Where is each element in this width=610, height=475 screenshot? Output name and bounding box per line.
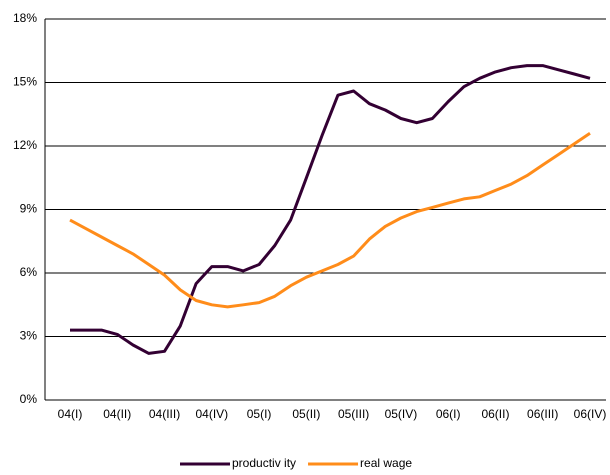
x-tick-label: 04(I) (58, 407, 83, 421)
legend-label: real wage (360, 456, 412, 470)
y-tick-label: 3% (20, 329, 38, 343)
x-tick-label: 04(III) (149, 407, 180, 421)
x-tick-label: 04(IV) (195, 407, 228, 421)
y-tick-label: 6% (20, 265, 38, 279)
series-line (69, 132, 591, 309)
y-tick-label: 15% (13, 75, 37, 89)
x-tick-label: 06(III) (527, 407, 558, 421)
y-tick-label: 18% (13, 11, 37, 25)
x-tick-label: 05(II) (292, 407, 320, 421)
x-tick-label: 06(I) (436, 407, 461, 421)
x-tick-label: 05(I) (247, 407, 272, 421)
legend-label: productiv ity (232, 456, 296, 470)
x-tick-label: 05(III) (338, 407, 369, 421)
y-tick-label: 9% (20, 202, 38, 216)
x-tick-label: 06(II) (481, 407, 509, 421)
series-line (70, 64, 591, 355)
x-tick-label: 05(IV) (385, 407, 418, 421)
x-tick-label: 06(IV) (574, 407, 607, 421)
y-tick-label: 0% (20, 392, 38, 406)
y-tick-label: 12% (13, 138, 37, 152)
x-tick-label: 04(II) (103, 407, 131, 421)
